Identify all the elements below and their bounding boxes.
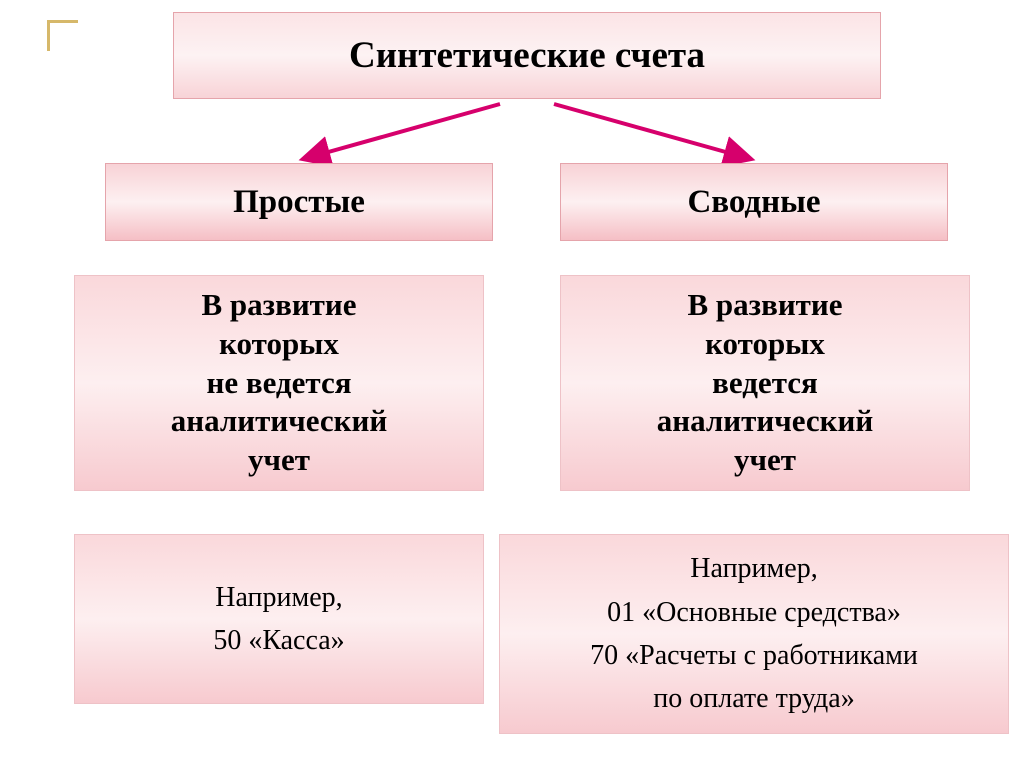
example-left-text: Например, 50 «Касса» [213, 576, 344, 663]
branch-right-box: Сводные [560, 163, 948, 241]
branch-left-box: Простые [105, 163, 493, 241]
branch-right-label: Сводные [687, 184, 820, 221]
example-left-box: Например, 50 «Касса» [74, 534, 484, 704]
example-right-text: Например, 01 «Основные средства» 70 «Рас… [590, 547, 918, 721]
branch-left-label: Простые [233, 184, 365, 221]
corner-decoration [47, 20, 78, 51]
title-text: Синтетические счета [349, 34, 705, 77]
example-right-box: Например, 01 «Основные средства» 70 «Рас… [499, 534, 1009, 734]
title-box: Синтетические счета [173, 12, 881, 99]
desc-left-box: В развитие которых не ведется аналитичес… [74, 275, 484, 491]
desc-right-text: В развитие которых ведется аналитический… [657, 286, 873, 480]
desc-right-box: В развитие которых ведется аналитический… [560, 275, 970, 491]
desc-left-text: В развитие которых не ведется аналитичес… [171, 286, 387, 480]
